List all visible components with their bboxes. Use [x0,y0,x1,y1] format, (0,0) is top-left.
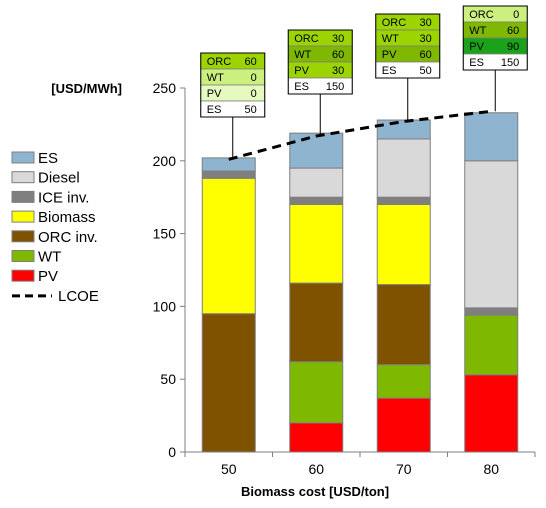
annotation-label: ORC [382,17,407,29]
annotation-table: ORC 60 WT 0 PV 0 ES 50 [200,52,266,160]
bar-segment-pv [376,397,431,453]
legend-swatch [11,151,35,164]
annotation-value: 60 [507,25,519,37]
annotation-value: 60 [245,56,257,68]
legend-label: ORC inv. [38,229,98,246]
annotation-label: ORC [469,9,494,21]
annotation-table: ORC 0 WT 60 PV 90 ES 150 [462,5,528,112]
legend-label: LCOE [58,288,99,305]
annotation-border [375,13,441,79]
bar-segment-wt [376,364,431,399]
annotation-value: 50 [420,65,432,77]
legend-swatch [11,250,35,262]
bar-segment-ice-inv- [464,307,519,316]
bar-segment-wt [289,361,344,424]
annotation-label: WT [207,72,224,84]
bar-segment-diesel [376,138,431,198]
x-tick-label: 70 [396,461,412,477]
annotation-border [200,52,266,118]
legend-label: ES [38,150,58,167]
annotation-value: 150 [326,81,344,93]
y-tick-label: 100 [153,298,177,314]
legend-label: WT [38,249,61,266]
x-tick-label: 50 [221,461,237,477]
bar-segment-es [201,157,256,172]
legend-swatch [11,210,35,223]
annotation-value: 150 [501,57,519,69]
annotation-value: 30 [332,33,344,45]
bar-segment-es [376,119,431,140]
annotation-label: ES [469,57,484,69]
annotation-label: ORC [207,56,232,68]
bar-segment-pv [289,422,344,453]
legend-swatch [11,190,35,203]
bar-segment-diesel [289,167,344,198]
annotation-label: ES [207,104,222,116]
annotation-label: PV [294,65,309,77]
x-tick-label: 80 [483,461,499,477]
annotation-table: ORC 30 WT 30 PV 60 ES 50 [375,13,441,122]
x-tick-label: 60 [308,461,324,477]
annotation-value: 0 [251,88,257,100]
bar-segment-es [464,112,519,162]
bar-segment-orc-inv- [376,284,431,366]
legend-label: ICE inv. [38,189,89,206]
bar-segment-wt [464,314,519,376]
bar-segment-pv [464,374,519,453]
annotation-value: 0 [513,9,519,21]
annotation-value: 0 [251,72,257,84]
y-tick-label: 150 [153,226,177,242]
x-axis-title: Biomass cost [USD/ton] [241,484,389,499]
annotation-label: PV [469,41,484,53]
bar-segment-orc-inv- [201,313,256,453]
annotation-border [287,29,353,95]
y-tick-label: 0 [168,444,176,460]
annotation-label: ES [382,65,397,77]
annotation-value: 90 [507,41,519,53]
legend-swatch [11,230,35,243]
legend-label: PV [38,268,58,285]
legend-swatch [11,269,35,282]
legend-swatch [11,171,35,184]
bar-segment-ice-inv- [289,196,344,205]
annotation-value: 50 [245,104,257,116]
legend-label: Diesel [38,170,80,187]
annotation-value: 30 [332,65,344,77]
y-axis-title: [USD/MWh] [51,81,122,96]
bar-segment-ice-inv- [201,170,256,179]
bar-segment-biomass [289,203,344,284]
annotation-border [462,5,528,71]
annotation-value: 30 [420,17,432,29]
annotation-label: WT [469,25,486,37]
annotation-label: ORC [294,33,319,45]
annotation-label: PV [207,88,222,100]
annotation-label: ES [294,81,309,93]
bar-segment-biomass [376,203,431,286]
annotation-value: 30 [420,33,432,45]
bar-segment-diesel [464,160,519,309]
annotation-value: 60 [332,49,344,61]
annotation-label: WT [382,33,399,45]
bar-segment-biomass [201,177,256,315]
annotation-value: 60 [420,49,432,61]
y-tick-label: 50 [160,371,176,387]
y-tick-label: 250 [153,80,177,96]
bar-segment-ice-inv- [376,196,431,205]
lcoe-line [228,109,492,161]
legend-label: Biomass [38,209,96,226]
y-tick-label: 200 [153,153,177,169]
annotation-label: PV [382,49,397,61]
bar-segment-orc-inv- [289,282,344,363]
bar-segment-es [289,132,344,169]
annotation-label: WT [294,49,311,61]
annotation-table: ORC 30 WT 60 PV 30 ES 150 [287,29,353,137]
